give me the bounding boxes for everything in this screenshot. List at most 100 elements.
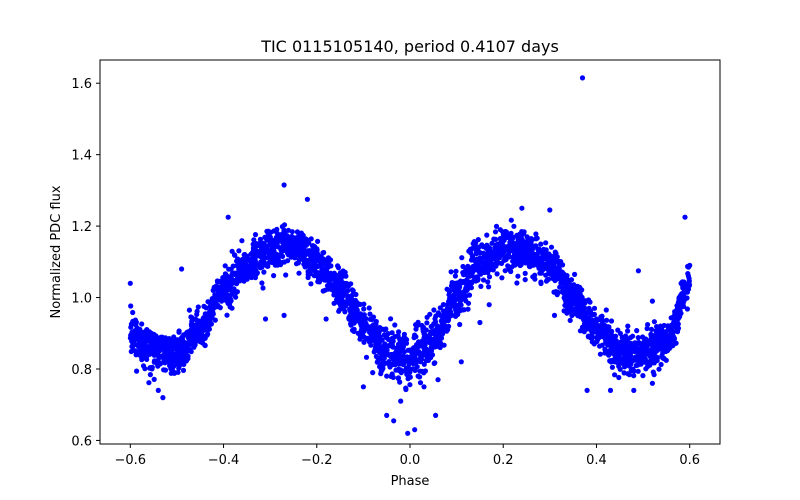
data-point [361, 312, 367, 318]
data-point [269, 242, 275, 249]
data-point [242, 260, 248, 266]
data-point [350, 317, 356, 323]
data-point [503, 254, 510, 260]
data-point [134, 368, 140, 374]
data-point [355, 330, 361, 336]
data-point [612, 372, 618, 378]
data-point [684, 306, 691, 312]
data-point [510, 242, 516, 248]
data-point [370, 329, 376, 335]
data-point [464, 288, 470, 294]
data-point [635, 368, 641, 374]
data-point [485, 270, 491, 276]
data-point [594, 316, 600, 322]
data-point [203, 305, 209, 311]
data-point [397, 379, 403, 385]
data-point [635, 335, 641, 341]
data-point [647, 354, 654, 360]
data-point [589, 328, 595, 334]
data-point [598, 333, 604, 339]
data-point [522, 270, 528, 276]
data-point [678, 310, 684, 316]
data-point [222, 263, 228, 269]
data-point [229, 287, 235, 293]
data-point [589, 332, 595, 338]
data-point [377, 355, 383, 361]
data-point [554, 292, 560, 298]
data-point [460, 263, 466, 270]
data-point [453, 268, 459, 274]
data-point [469, 267, 475, 274]
data-point [652, 348, 658, 354]
data-point [161, 358, 167, 364]
data-point [627, 335, 634, 341]
data-point [316, 275, 323, 281]
data-point [609, 364, 616, 370]
data-point [298, 256, 304, 262]
data-point [622, 362, 628, 368]
data-point [659, 331, 665, 337]
data-point [446, 313, 452, 320]
x-tick-label: 0.0 [400, 453, 421, 468]
data-point [234, 258, 240, 264]
data-point [200, 336, 206, 343]
data-point [481, 252, 487, 258]
data-point [424, 320, 430, 326]
data-point [465, 263, 471, 269]
data-point [334, 277, 340, 283]
data-point [210, 311, 216, 317]
data-point [160, 336, 166, 342]
data-point [257, 236, 263, 242]
data-point [628, 358, 635, 364]
data-point [515, 273, 521, 279]
data-point [599, 317, 605, 323]
data-point [606, 324, 612, 330]
data-point [261, 269, 267, 275]
data-point [468, 279, 475, 285]
data-point [530, 274, 536, 280]
data-point [552, 249, 558, 255]
data-point [242, 275, 248, 281]
data-point [486, 284, 492, 290]
data-point [625, 358, 631, 364]
data-point [335, 291, 342, 297]
data-point [180, 367, 187, 373]
data-point [146, 329, 153, 335]
data-point [412, 367, 418, 373]
data-point [528, 236, 534, 242]
data-point [436, 326, 442, 333]
data-point [252, 232, 259, 238]
data-point [493, 236, 499, 242]
data-point [397, 337, 403, 343]
data-point [403, 340, 410, 346]
data-point [218, 292, 224, 298]
data-point [615, 341, 621, 347]
data-point [428, 324, 434, 330]
data-point [215, 288, 221, 294]
data-point [219, 298, 225, 304]
data-point [139, 357, 145, 363]
data-point [494, 259, 500, 265]
data-point [307, 264, 313, 270]
data-point [127, 335, 133, 341]
data-point [222, 286, 228, 292]
data-point [474, 275, 480, 281]
data-point [457, 321, 463, 328]
data-point [376, 328, 382, 334]
data-point [494, 271, 500, 277]
data-point [208, 315, 214, 321]
data-point [517, 235, 523, 241]
data-point [511, 251, 518, 257]
data-point [644, 343, 650, 349]
data-point [656, 366, 662, 372]
data-point [188, 349, 194, 355]
data-point [435, 310, 441, 316]
data-point [686, 275, 692, 282]
data-point [340, 273, 346, 279]
outlier-point [155, 387, 161, 393]
data-point [392, 361, 398, 367]
data-point [361, 301, 367, 307]
data-point [298, 250, 305, 256]
data-point [407, 347, 413, 353]
